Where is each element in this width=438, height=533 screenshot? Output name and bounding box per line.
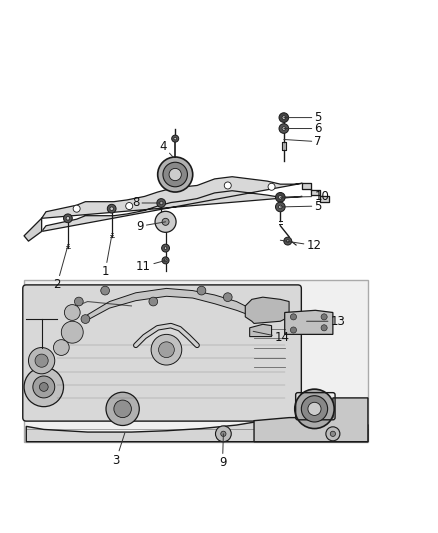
Text: 2: 2 [53,246,68,292]
Circle shape [101,286,110,295]
Circle shape [151,334,182,365]
Circle shape [279,205,282,209]
Circle shape [24,367,64,407]
Circle shape [224,182,231,189]
Circle shape [174,138,177,140]
Text: 5: 5 [280,199,322,213]
Circle shape [197,286,206,295]
Circle shape [74,297,83,306]
Circle shape [282,116,286,119]
Circle shape [159,201,163,205]
Circle shape [164,259,167,262]
Circle shape [61,321,83,343]
Polygon shape [26,419,368,442]
Circle shape [155,211,176,232]
Circle shape [268,183,275,190]
Circle shape [215,426,231,442]
Circle shape [221,431,226,437]
Circle shape [163,162,187,187]
Circle shape [284,237,292,245]
Circle shape [39,383,48,391]
Polygon shape [42,177,302,231]
Circle shape [172,135,179,142]
Text: 11: 11 [136,260,166,273]
Text: 5: 5 [284,111,322,124]
Text: 9: 9 [219,434,226,469]
Circle shape [157,199,166,207]
Text: 6: 6 [284,122,322,135]
Circle shape [81,314,90,324]
Polygon shape [88,288,254,320]
Circle shape [35,354,48,367]
Circle shape [162,219,169,225]
Circle shape [321,314,327,320]
Circle shape [107,204,116,213]
FancyBboxPatch shape [23,285,301,421]
Text: 1: 1 [101,236,112,278]
Circle shape [28,348,55,374]
Polygon shape [254,398,368,442]
Polygon shape [302,183,328,201]
Text: 10: 10 [280,190,329,203]
Circle shape [64,304,80,320]
Circle shape [282,127,286,130]
Circle shape [64,214,72,223]
Circle shape [126,203,133,209]
Circle shape [326,427,340,441]
Text: 8: 8 [132,197,161,209]
Text: 4: 4 [159,140,173,157]
Polygon shape [282,142,286,150]
FancyBboxPatch shape [24,280,368,442]
Text: 3: 3 [113,433,125,466]
Circle shape [164,247,167,249]
Polygon shape [285,310,333,334]
Circle shape [295,389,334,429]
Circle shape [159,342,174,358]
Circle shape [149,297,158,306]
Circle shape [279,196,282,199]
Text: 7: 7 [284,135,322,148]
Circle shape [169,168,181,181]
Circle shape [290,314,297,320]
Circle shape [33,376,55,398]
Circle shape [330,431,336,437]
Circle shape [114,400,131,418]
Circle shape [110,207,113,211]
Circle shape [162,244,170,252]
Circle shape [308,402,321,415]
Polygon shape [245,297,289,324]
Circle shape [301,395,328,422]
Circle shape [321,325,327,331]
Circle shape [158,157,193,192]
Text: 9: 9 [136,220,166,233]
Circle shape [223,293,232,302]
Circle shape [73,205,80,212]
Circle shape [290,327,297,333]
Circle shape [66,216,70,220]
Circle shape [279,113,289,123]
Circle shape [276,192,285,202]
Polygon shape [250,324,272,336]
Circle shape [53,340,69,356]
Text: 14: 14 [253,331,290,344]
Text: 12: 12 [280,239,321,252]
Polygon shape [24,219,42,241]
Text: 13: 13 [307,315,346,328]
Circle shape [286,240,289,243]
Circle shape [106,392,139,425]
Circle shape [279,124,289,133]
Circle shape [162,257,169,264]
Circle shape [276,202,285,212]
